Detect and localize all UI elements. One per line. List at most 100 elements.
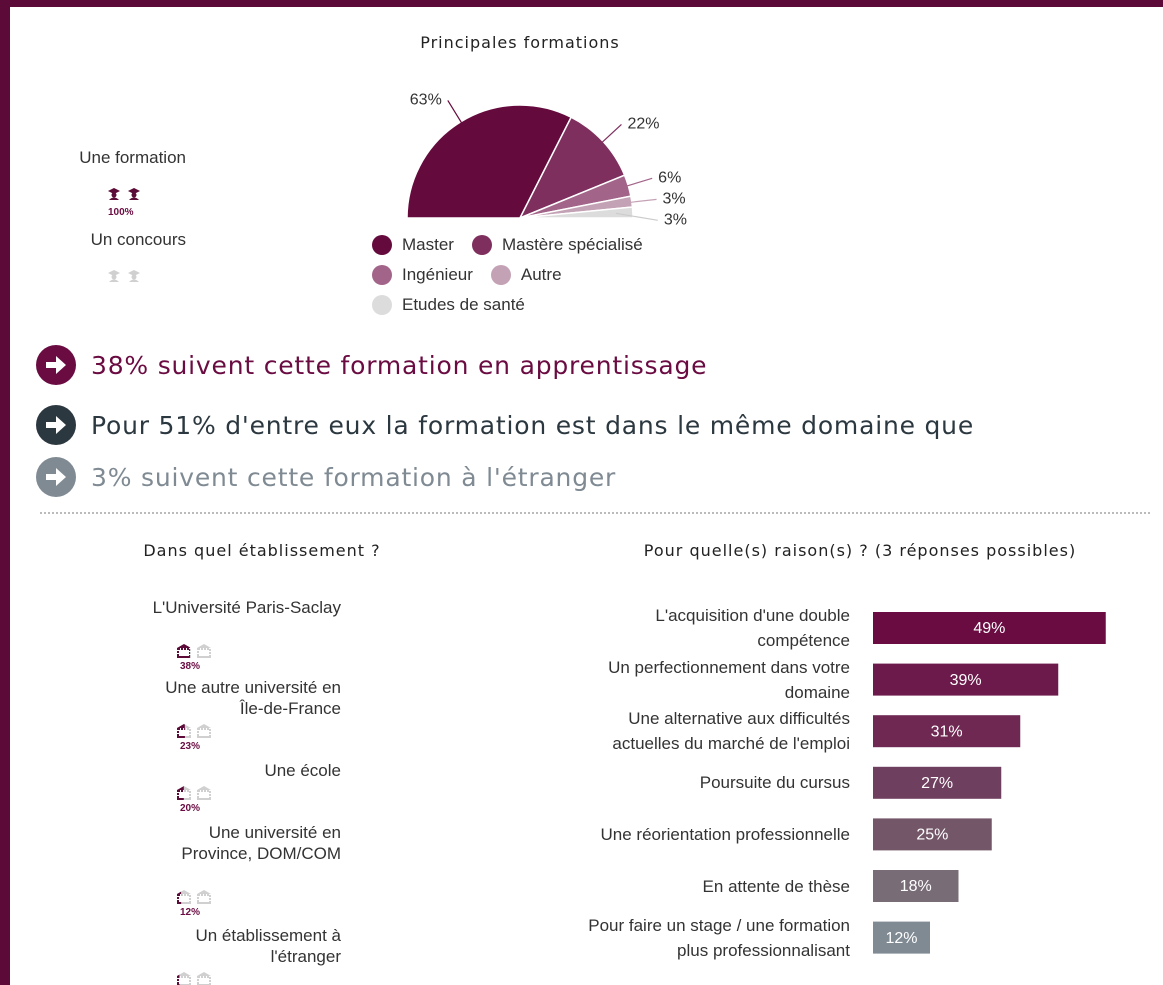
statement-text: 3% suivent cette formation à l'étranger (91, 462, 617, 492)
bar (873, 766, 1002, 799)
icon (108, 270, 120, 282)
data-label: 22% (627, 116, 659, 133)
icon-part (111, 274, 117, 280)
data-label: 25% (916, 827, 948, 844)
data-label: 31% (931, 723, 963, 740)
data-label: 6% (658, 170, 681, 187)
icon-part (177, 644, 190, 648)
data-label: 3% (663, 191, 686, 208)
leader-line (615, 212, 658, 221)
bar (873, 921, 930, 954)
icon-part (177, 902, 191, 904)
value-label: 12% (180, 907, 201, 918)
legend: Master Mastère spécialisé Ingénieur Autre Et… (372, 230, 692, 320)
icon-fill (177, 724, 210, 738)
value-label: 23% (180, 741, 201, 752)
legend-swatch (372, 295, 392, 315)
icon-part (129, 279, 139, 282)
icon-part (177, 736, 185, 738)
data-label: 49% (973, 620, 1005, 637)
statement: 3% suivent cette formation à l'étranger (35, 455, 616, 499)
icon-part (129, 197, 139, 200)
legend-item: Mastère spécialisé (471, 230, 643, 260)
icon-part (177, 894, 182, 904)
icon-part (198, 791, 210, 799)
icon-part (177, 728, 191, 738)
divider (40, 512, 1150, 514)
icon (197, 724, 211, 738)
icon-part (128, 270, 140, 276)
icon-fill (108, 188, 140, 200)
icon (177, 724, 185, 738)
legend-item: Ingénieur (372, 260, 473, 290)
legend-label: Ingénieur (402, 265, 473, 284)
icon (177, 644, 190, 658)
bar-label: Pour faire un stage / une formation plus… (588, 915, 850, 960)
bar-label: L'acquisition d'une double compétence (655, 606, 850, 650)
icon-part (177, 648, 191, 658)
icon-part (197, 656, 211, 658)
icon (197, 644, 211, 658)
item-label: Une formation (79, 148, 186, 167)
icon (128, 270, 140, 282)
icon-part (177, 656, 190, 658)
icon-part (109, 197, 119, 200)
legend-item: Master (372, 230, 454, 260)
icon-part (198, 729, 210, 737)
icon-part (177, 648, 190, 658)
icon (177, 972, 191, 985)
bar (873, 612, 1106, 644)
icon-part (197, 790, 211, 800)
icon-part (177, 790, 184, 800)
item-label: Un établissement à l'étranger (195, 926, 341, 966)
icon-part (197, 724, 211, 728)
icon-part (177, 790, 191, 800)
legend-label: Autre (520, 265, 562, 284)
bar-label: En attente de thèse (702, 876, 850, 896)
value-label: 100% (108, 207, 134, 218)
arrow-icon (36, 345, 76, 385)
pie-slice (519, 206, 634, 219)
icon (197, 786, 211, 800)
section-title: Pour quelle(s) raison(s) ? (3 réponses p… (643, 541, 1077, 560)
icon-part (197, 786, 211, 790)
pie-title: Principales formations (420, 33, 620, 52)
icon-part (177, 902, 182, 904)
legend-swatch (372, 265, 392, 285)
icon-part (177, 798, 191, 800)
arrow-icon (36, 457, 76, 497)
item-label: Une autre université en Île-de-France (165, 678, 341, 718)
legend-label: Master (402, 235, 454, 254)
icon (197, 972, 211, 985)
icon-part (197, 890, 211, 894)
icon-part (197, 644, 211, 648)
statement: 38% suivent cette formation en apprentis… (35, 343, 707, 387)
legend-swatch (372, 235, 392, 255)
icon-part (128, 188, 140, 194)
icon-part (198, 649, 210, 657)
data-label: 3% (664, 212, 687, 229)
icon-part (197, 972, 211, 976)
bar-label: Une alternative aux difficultés actuelle… (612, 709, 850, 754)
icon-part (177, 728, 185, 738)
icon (177, 890, 191, 904)
bar (873, 715, 1021, 748)
bar (873, 818, 992, 851)
icon-part (177, 972, 191, 976)
icon-part (109, 279, 119, 282)
icon-part (198, 895, 210, 903)
icon-part (131, 274, 137, 280)
statement-text: Pour 51% d'entre eux la formation est da… (91, 410, 975, 440)
icon-part (197, 798, 211, 800)
icon-part (108, 188, 120, 194)
icon-part (197, 736, 211, 738)
leader-line (447, 100, 471, 137)
icon-part (197, 894, 211, 904)
bar (873, 663, 1059, 696)
bar-label: Une réorientation professionnelle (600, 824, 851, 844)
data-label: 18% (900, 878, 932, 895)
icon-part (111, 192, 117, 198)
icon-fill (177, 644, 210, 658)
statement: Pour 51% d'entre eux la formation est da… (35, 403, 974, 447)
